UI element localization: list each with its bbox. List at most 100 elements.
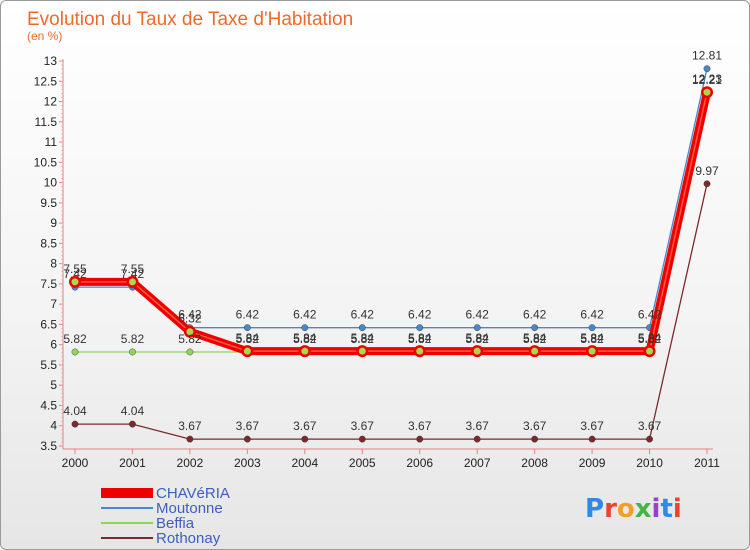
data-labels: 4.04 4.04 3.67 3.67 3.67 3.67 3.67 3.67 3.67 3.67… (63, 49, 722, 433)
y-tick-label: 4.5 (40, 398, 57, 412)
legend-label-rothonay: Rothonay (156, 530, 221, 547)
proxiti-logo: Proxiti (585, 494, 682, 524)
x-tick-label: 2010 (636, 456, 663, 470)
x-tick-label: 2003 (234, 456, 261, 470)
logo-letter: P (585, 494, 604, 524)
x-tick-label: 2000 (62, 456, 89, 470)
data-label-beffia: 5.82 (351, 332, 375, 346)
data-label-moutonne: 6.42 (178, 308, 202, 322)
data-label-moutonne: 6.42 (351, 308, 375, 322)
data-label-moutonne: 6.42 (466, 308, 490, 322)
y-tick-label: 10 (44, 176, 58, 190)
x-tick-label: 2009 (579, 456, 606, 470)
data-label-rothonay: 4.04 (63, 404, 87, 418)
legend-label-beffia: Beffia (156, 515, 195, 532)
data-point-rothonay (473, 435, 481, 443)
series-layer (69, 65, 713, 443)
x-tick-label: 2006 (406, 456, 433, 470)
data-label-moutonne: 6.42 (408, 308, 432, 322)
y-tick-label: 8.5 (40, 236, 57, 250)
data-label-moutonne: 6.42 (293, 308, 317, 322)
data-point-moutonne (416, 324, 424, 332)
data-label-beffia: 5.82 (638, 332, 662, 346)
data-point-inner-chav-ria (531, 347, 539, 355)
y-tick-label: 11 (45, 135, 58, 149)
data-label-beffia: 5.82 (580, 332, 604, 346)
x-tick-label: 2004 (291, 456, 318, 470)
data-point-rothonay (646, 435, 653, 443)
data-point-rothonay (588, 435, 596, 443)
y-tick-label: 9.5 (40, 196, 57, 210)
data-point-beffia (71, 348, 79, 356)
data-label-rothonay: 3.67 (236, 419, 260, 433)
data-label-rothonay: 3.67 (466, 419, 490, 433)
y-tick-label: 8 (50, 257, 57, 271)
legend-label-moutonne: Moutonne (156, 500, 223, 517)
y-tick-label: 12 (44, 95, 58, 109)
data-point-rothonay (71, 420, 79, 428)
y-tick-label: 6.5 (40, 317, 57, 331)
y-tick-label: 12.5 (34, 74, 58, 88)
series-line-chav-ria (75, 91, 711, 356)
chart-title: Evolution du Taux de Taxe d'Habitation (27, 9, 353, 30)
data-label-moutonne: 7.42 (121, 267, 145, 281)
data-point-rothonay (301, 435, 309, 443)
data-point-inner-chav-ria (71, 278, 79, 286)
data-label-rothonay: 3.67 (638, 419, 662, 433)
chart-subtitle: (en %) (27, 29, 62, 43)
y-tick-label: 6 (50, 338, 57, 352)
data-label-rothonay: 3.67 (178, 419, 202, 433)
data-label-moutonne: 6.42 (236, 308, 260, 322)
logo-letter: r (604, 494, 617, 524)
data-point-inner-chav-ria (473, 347, 481, 355)
data-label-moutonne: 7.42 (63, 267, 87, 281)
data-point-moutonne (588, 324, 596, 332)
data-point-rothonay (416, 435, 424, 443)
data-label-beffia: 5.82 (236, 332, 260, 346)
data-point-moutonne (531, 324, 539, 332)
logo-letter: o (617, 494, 635, 524)
data-point-rothonay (703, 180, 711, 188)
data-label-rothonay: 3.67 (523, 419, 547, 433)
data-label-chav-ria: 6.32 (178, 312, 202, 326)
data-label-moutonne: 6.42 (580, 308, 604, 322)
x-tick-label: 2007 (464, 456, 491, 470)
data-point-inner-chav-ria (588, 347, 596, 355)
y-tick-label: 13 (44, 54, 58, 68)
y-tick-label: 7 (50, 297, 57, 311)
data-point-moutonne (358, 324, 366, 332)
data-label-beffia: 5.82 (523, 332, 547, 346)
y-tick-label: 5.5 (40, 358, 57, 372)
data-point-inner-chav-ria (128, 278, 136, 286)
data-label-rothonay: 9.97 (695, 164, 719, 178)
y-tick-label: 7.5 (40, 277, 57, 291)
data-point-beffia (129, 348, 136, 356)
data-point-inner-chav-ria (301, 347, 309, 355)
logo-letter: i (652, 494, 661, 524)
y-tick-label: 4 (50, 419, 57, 433)
x-tick-label: 2008 (521, 456, 548, 470)
series-line-moutonne (75, 68, 708, 329)
series-line-rothonay (75, 183, 708, 440)
data-point-moutonne (703, 65, 711, 73)
y-tick-label: 10.5 (34, 155, 58, 169)
data-point-moutonne (473, 324, 481, 332)
data-label-moutonne: 6.42 (638, 308, 662, 322)
data-label-rothonay: 4.04 (121, 404, 145, 418)
data-point-rothonay (358, 435, 366, 443)
x-tick-label: 2011 (694, 456, 720, 470)
y-tick-label: 5 (50, 378, 57, 392)
x-tick-label: 2001 (119, 456, 146, 470)
logo-letter: t (660, 494, 672, 524)
y-tick-label: 11.5 (35, 115, 58, 129)
x-tick-label: 2005 (349, 456, 376, 470)
data-label-chav-ria: 5.84 (523, 331, 547, 345)
data-label-beffia: 5.82 (63, 332, 87, 346)
data-point-moutonne (301, 324, 309, 332)
data-point-inner-chav-ria (186, 328, 194, 336)
data-label-beffia: 5.82 (121, 332, 145, 346)
data-label-chav-ria: 12.23 (692, 72, 722, 86)
data-point-inner-chav-ria (358, 347, 366, 355)
data-point-beffia (186, 348, 194, 356)
